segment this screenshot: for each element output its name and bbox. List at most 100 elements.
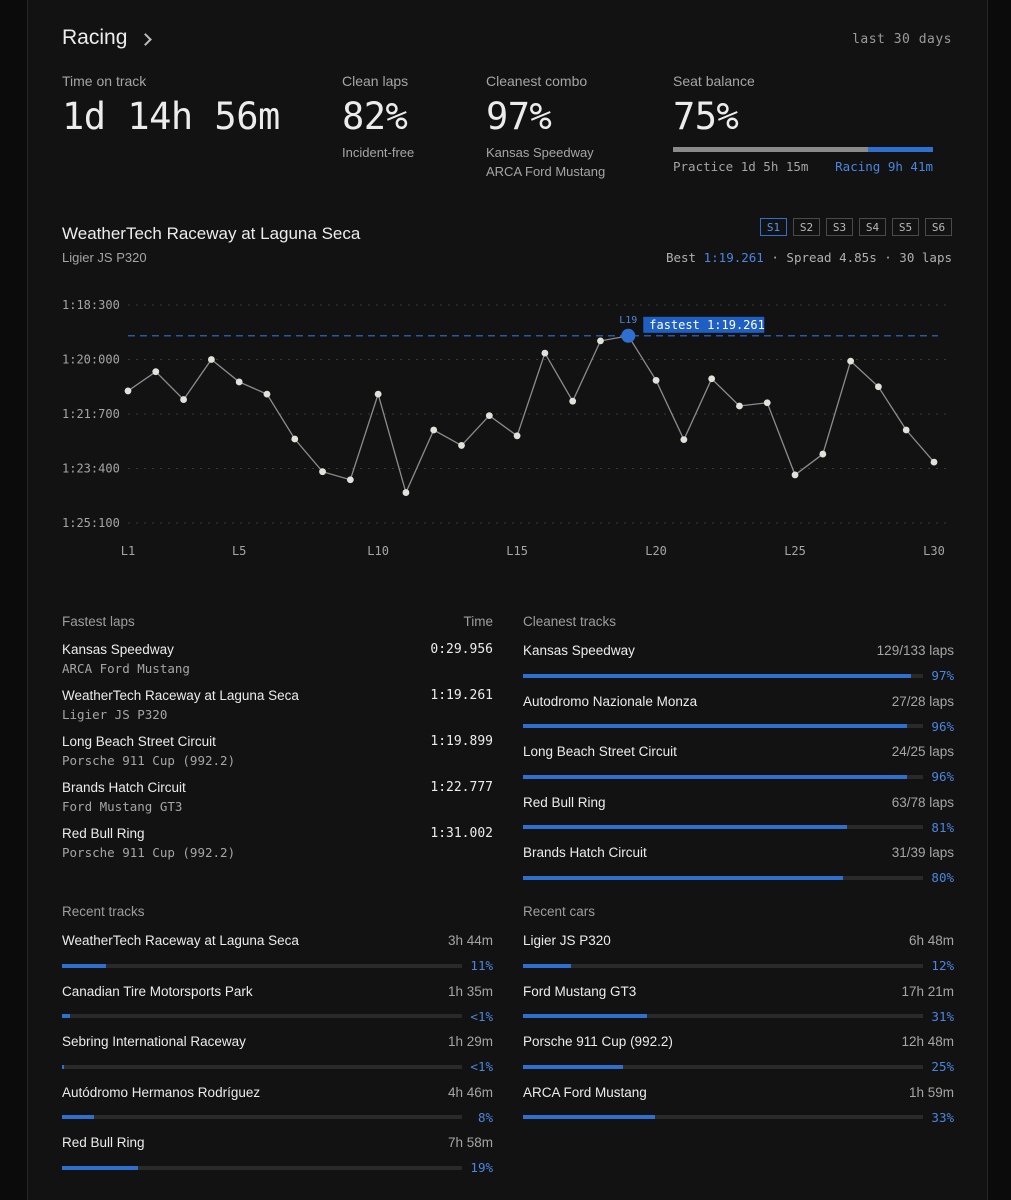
list-item[interactable]: Canadian Tire Motorsports Park 1h 35m <1% <box>62 984 493 1024</box>
stat-time-on-track: Time on track 1d 14h 56m <box>62 73 280 137</box>
item-value: 1h 59m <box>908 1084 954 1100</box>
list-item[interactable]: Ford Mustang GT3 17h 21m 31% <box>523 984 954 1024</box>
lap-point <box>152 368 160 376</box>
lap-point <box>207 356 215 363</box>
x-tick-label: L1 <box>121 544 135 558</box>
section-title-link[interactable]: Racing <box>62 26 153 50</box>
item-name: Autodromo Nazionale Monza <box>523 693 698 709</box>
item-value: 12h 48m <box>901 1034 954 1049</box>
progress-bar <box>62 1115 462 1119</box>
lap-point <box>263 390 271 398</box>
lap-point <box>930 458 938 466</box>
sector-tab-s5[interactable]: S5 <box>892 218 919 236</box>
item-value: 6h 48m <box>908 933 954 948</box>
progress-fill <box>62 1115 94 1119</box>
item-name: Ford Mustang GT3 <box>523 983 637 999</box>
fastest-lap-row[interactable]: Kansas Speedway ARCA Ford Mustang 0:29.956 <box>62 642 493 676</box>
fastest-lap-row[interactable]: Long Beach Street Circuit Porsche 911 Cup… <box>62 734 493 768</box>
item-name: Brands Hatch Circuit <box>523 845 647 860</box>
lap-track-name: Red Bull Ring <box>62 826 145 841</box>
progress-fill <box>523 825 847 829</box>
stat-label: Clean laps <box>342 73 409 89</box>
sector-tab-s2[interactable]: S2 <box>793 218 820 236</box>
sector-tab-s4[interactable]: S4 <box>859 218 886 236</box>
stat-label: Cleanest combo <box>486 73 588 89</box>
recent-cars-heading: Recent cars <box>523 904 596 919</box>
sector-tab-s1[interactable]: S1 <box>760 218 787 236</box>
progress-fill <box>523 1064 623 1069</box>
sector-tab-s3[interactable]: S3 <box>826 218 853 236</box>
lap-point <box>597 337 604 345</box>
x-tick-label: L25 <box>784 544 806 558</box>
lap-point <box>180 396 187 403</box>
item-percent: 97% <box>931 668 954 683</box>
list-item[interactable]: Autódromo Hermanos Rodríguez 4h 46m 8% <box>62 1085 493 1125</box>
lap-point <box>847 357 855 365</box>
progress-bar <box>523 673 923 678</box>
racing-panel: Racing last 30 days Time on track 1d 14h… <box>27 0 988 1200</box>
item-percent: 25% <box>931 1059 954 1074</box>
stat-sub: Incident-free <box>342 145 415 160</box>
list-item[interactable]: Brands Hatch Circuit 31/39 laps 80% <box>523 845 954 885</box>
chart-track-title: WeatherTech Raceway at Laguna Seca <box>62 224 361 243</box>
list-item[interactable]: Sebring International Raceway 1h 29m <1% <box>62 1034 493 1074</box>
lap-time-line <box>127 335 935 495</box>
item-name: Ligier JS P320 <box>523 933 611 948</box>
lap-point <box>708 375 716 383</box>
lap-track-name: Kansas Speedway <box>62 642 174 657</box>
progress-bar <box>62 1165 462 1170</box>
lap-point <box>652 376 660 384</box>
stat-cleanest-combo: Cleanest combo 97% Kansas Speedway ARCA … <box>486 73 605 181</box>
item-percent: 80% <box>931 870 954 885</box>
item-value: 7h 58m <box>447 1135 493 1150</box>
lap-point <box>513 432 521 440</box>
cleanest-tracks-heading: Cleanest tracks <box>523 614 617 629</box>
item-value: 1h 29m <box>447 1034 493 1049</box>
fastest-lap-row[interactable]: Red Bull Ring Porsche 911 Cup (992.2) 1:31… <box>62 826 493 860</box>
stat-seat-balance: Seat balance 75% Practice 1d 5h 15m Raci… <box>673 73 933 174</box>
item-value: 31/39 laps <box>891 845 954 860</box>
progress-fill <box>523 774 907 779</box>
progress-fill <box>62 963 106 968</box>
progress-bar <box>523 1064 923 1069</box>
lap-time: 1:19.899 <box>430 734 493 749</box>
lap-car-name: Porsche 911 Cup (992.2) <box>62 753 236 768</box>
practice-time: Practice 1d 5h 15m <box>673 159 809 174</box>
lap-track-name: Brands Hatch Circuit <box>62 780 186 795</box>
lap-point <box>291 435 299 443</box>
stat-value: 1d 14h 56m <box>62 95 280 138</box>
sector-tab-s6[interactable]: S6 <box>925 218 952 236</box>
item-value: 4h 46m <box>447 1084 493 1100</box>
progress-fill <box>523 963 571 968</box>
list-item[interactable]: WeatherTech Raceway at Laguna Seca 3h 44m… <box>62 933 493 973</box>
item-percent: 31% <box>931 1008 954 1024</box>
progress-fill <box>62 1165 138 1170</box>
stat-label: Seat balance <box>673 73 755 89</box>
lap-time-chart: 1:18:300 1:20:000 1:21:700 1:23:400 1:25:100… <box>62 298 948 558</box>
list-item[interactable]: Autodromo Nazionale Monza 27/28 laps 96% <box>523 694 954 734</box>
list-item[interactable]: Long Beach Street Circuit 24/25 laps 96% <box>523 744 954 784</box>
chevron-right-icon <box>139 32 153 46</box>
progress-fill <box>523 875 843 880</box>
item-percent: 96% <box>931 769 954 784</box>
time-column-heading: Time <box>463 614 494 629</box>
lap-car-name: Ford Mustang GT3 <box>62 799 183 814</box>
list-item[interactable]: Kansas Speedway 129/133 laps 97% <box>523 643 954 683</box>
list-item[interactable]: ARCA Ford Mustang 1h 59m 33% <box>523 1085 954 1125</box>
lap-point <box>763 399 771 407</box>
list-item[interactable]: Red Bull Ring 63/78 laps 81% <box>523 795 954 835</box>
progress-bar <box>523 774 923 779</box>
y-tick-label: 1:25:100 <box>62 516 120 530</box>
item-value: 3h 44m <box>447 933 493 948</box>
list-item[interactable]: Ligier JS P320 6h 48m 12% <box>523 933 954 973</box>
item-name: ARCA Ford Mustang <box>523 1084 647 1100</box>
fastest-lap-row[interactable]: WeatherTech Raceway at Laguna Seca Ligier… <box>62 688 493 722</box>
fastest-label-box <box>643 316 765 333</box>
lap-time: 0:29.956 <box>430 642 493 657</box>
list-item[interactable]: Porsche 911 Cup (992.2) 12h 48m 25% <box>523 1034 954 1074</box>
chart-meta: Best 1:19.261 · Spread 4.85s · 30 laps <box>666 250 952 265</box>
fastest-lap-row[interactable]: Brands Hatch Circuit Ford Mustang GT3 1:22… <box>62 780 493 814</box>
list-item[interactable]: Red Bull Ring 7h 58m 19% <box>62 1135 493 1175</box>
lap-point <box>430 426 438 434</box>
progress-bar <box>523 963 923 968</box>
